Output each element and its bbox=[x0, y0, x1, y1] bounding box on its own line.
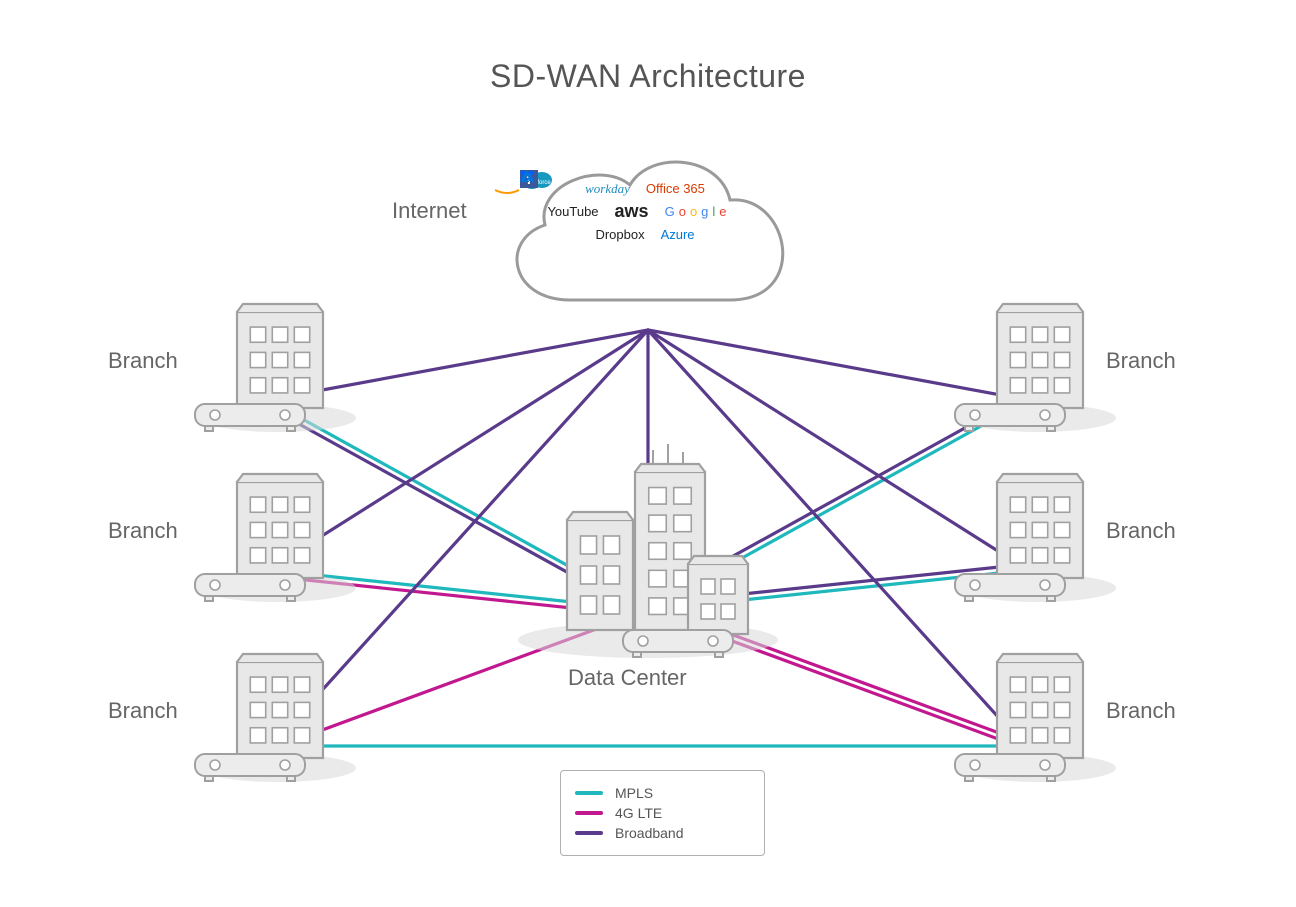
branch-label: Branch bbox=[1106, 348, 1176, 374]
branch-label: Branch bbox=[1106, 518, 1176, 544]
legend-box: MPLS 4G LTE Broadband bbox=[560, 770, 765, 856]
branch-label: Branch bbox=[108, 698, 178, 724]
edge-mpls bbox=[648, 400, 1028, 610]
legend-swatch bbox=[575, 791, 603, 795]
internet-label: Internet bbox=[392, 198, 467, 224]
edge-mpls bbox=[648, 570, 1028, 610]
diagram-title: SD-WAN Architecture bbox=[0, 58, 1296, 95]
edge-broadband bbox=[265, 405, 645, 615]
branch-node bbox=[195, 474, 356, 602]
branch-label: Branch bbox=[108, 518, 178, 544]
diagram-stage: SD-WAN Architecture salesforce workday O… bbox=[0, 0, 1296, 907]
app-office365: Office 365 bbox=[646, 182, 705, 196]
app-dropbox: Dropbox bbox=[595, 228, 644, 242]
edge-broadband bbox=[268, 330, 648, 570]
datacenter-node bbox=[518, 444, 778, 658]
internet-cloud: salesforce workday Office 365 YouTube aw… bbox=[490, 130, 800, 340]
edge-broadband bbox=[648, 330, 1028, 570]
edge-lte bbox=[650, 604, 1030, 744]
edge-broadband bbox=[645, 395, 1025, 605]
branch-node bbox=[955, 474, 1116, 602]
branch-node bbox=[955, 304, 1116, 432]
branch-node bbox=[195, 654, 356, 782]
legend-swatch bbox=[575, 831, 603, 835]
app-google: Google bbox=[665, 205, 727, 219]
legend-label: MPLS bbox=[615, 785, 653, 801]
app-aws: aws bbox=[615, 202, 649, 222]
edge-lte bbox=[648, 610, 1028, 750]
cloud-apps: salesforce workday Office 365 YouTube aw… bbox=[520, 170, 770, 248]
edge-broadband bbox=[648, 330, 1028, 750]
legend-row-broadband: Broadband bbox=[575, 825, 750, 841]
legend-swatch bbox=[575, 811, 603, 815]
edge-mpls bbox=[268, 570, 648, 610]
branch-node bbox=[195, 304, 356, 432]
app-azure: Azure bbox=[661, 228, 695, 242]
legend-label: 4G LTE bbox=[615, 805, 662, 821]
branch-node bbox=[955, 654, 1116, 782]
datacenter-label: Data Center bbox=[568, 665, 687, 691]
legend-row-lte: 4G LTE bbox=[575, 805, 750, 821]
edge-mpls bbox=[268, 400, 648, 610]
edge-lte bbox=[267, 576, 647, 616]
edge-broadband bbox=[648, 330, 1028, 400]
app-youtube: YouTube bbox=[547, 205, 598, 219]
branch-label: Branch bbox=[1106, 698, 1176, 724]
legend-label: Broadband bbox=[615, 825, 684, 841]
edge-broadband bbox=[268, 330, 648, 400]
branch-label: Branch bbox=[108, 348, 178, 374]
legend-row-mpls: MPLS bbox=[575, 785, 750, 801]
edge-broadband bbox=[647, 564, 1027, 604]
app-workday: workday bbox=[585, 182, 630, 196]
